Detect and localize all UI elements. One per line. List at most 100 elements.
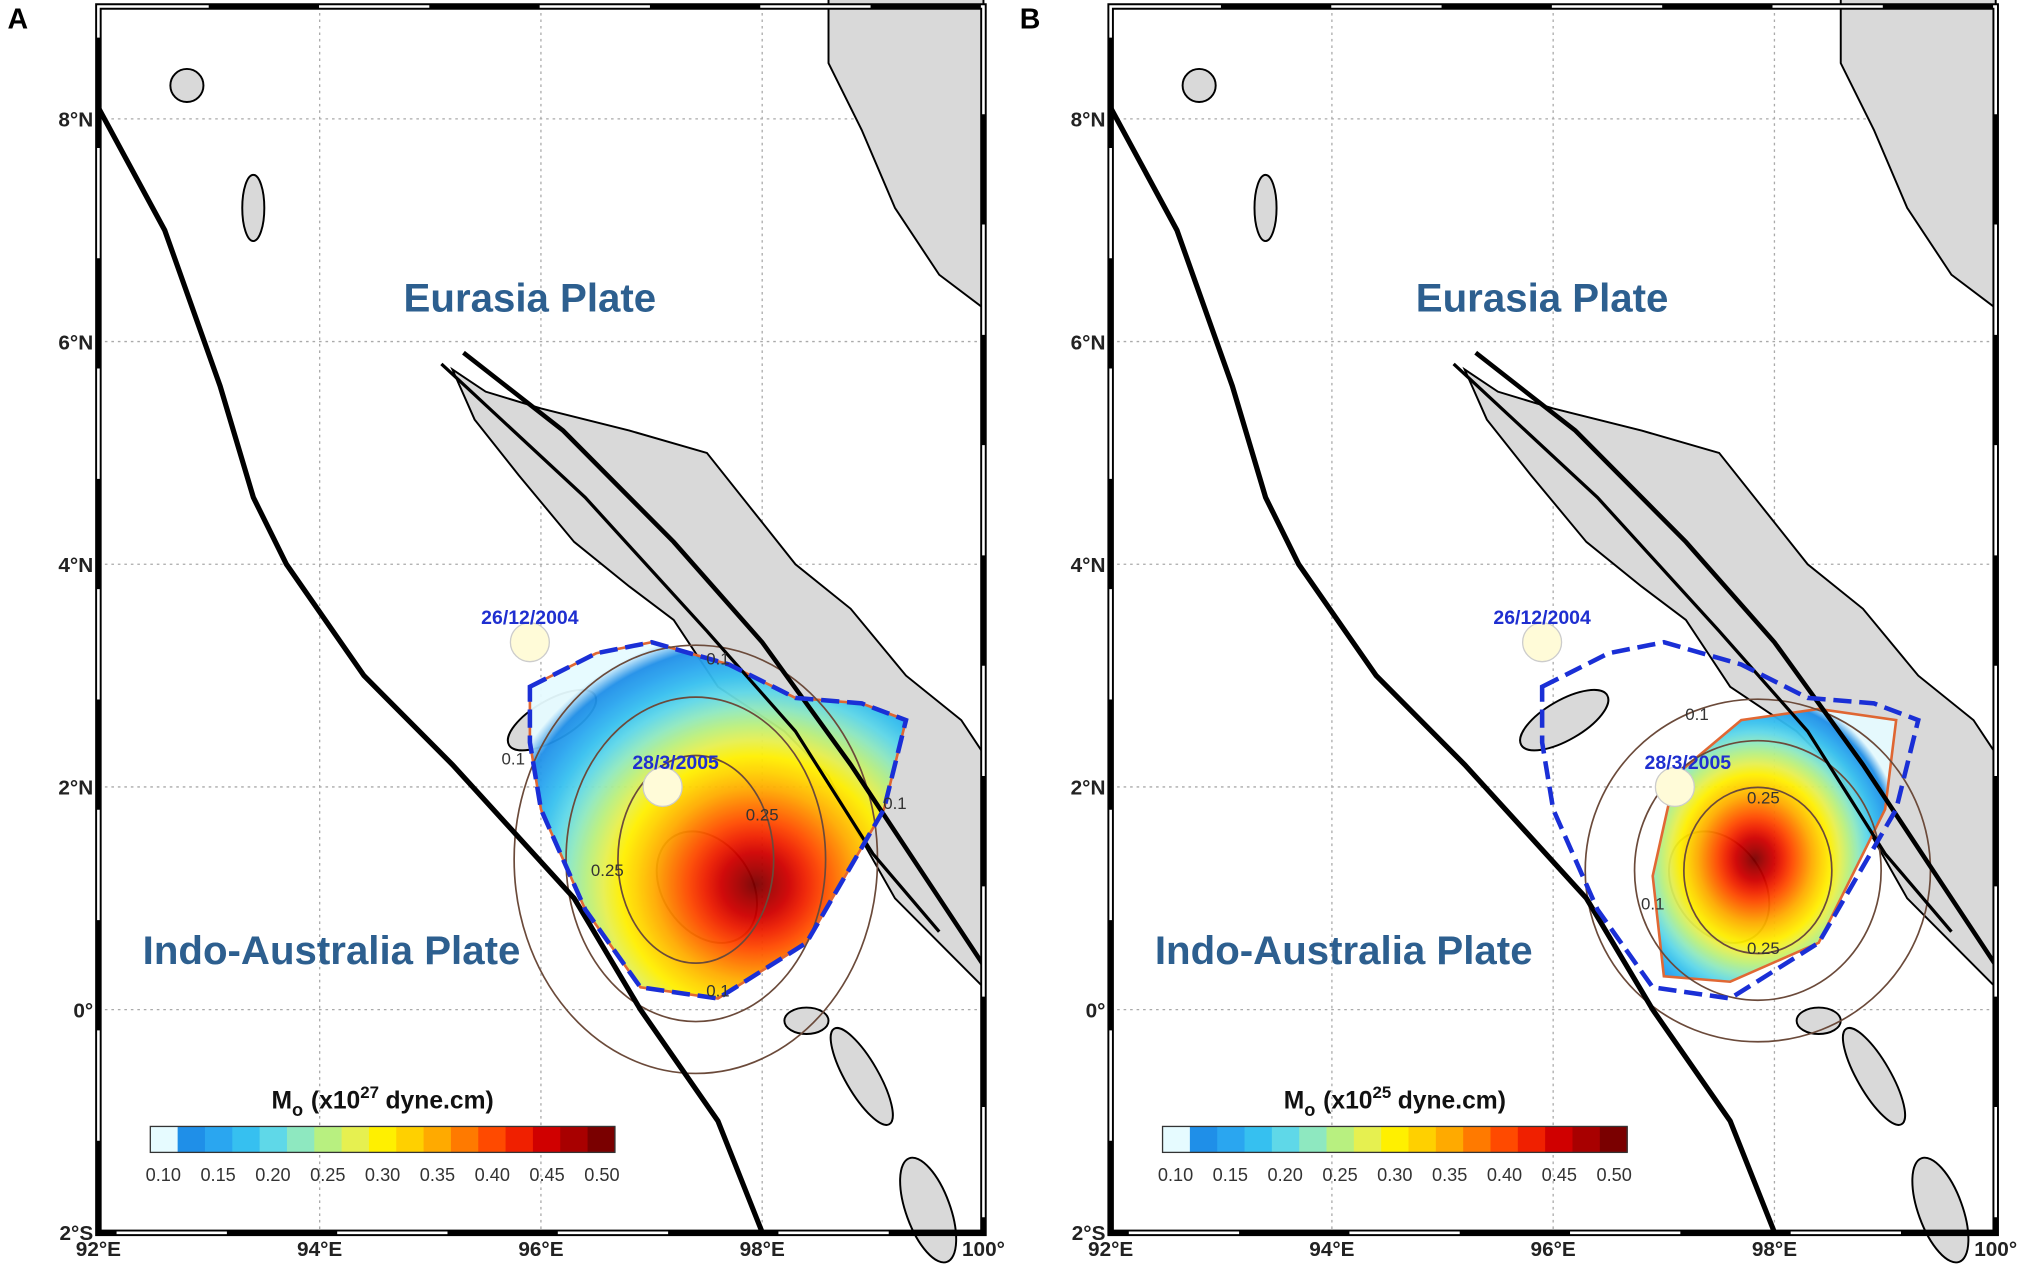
colorbar-swatch <box>1271 1126 1300 1153</box>
plate-label: Eurasia Plate <box>1416 275 1669 320</box>
colorbar-swatch <box>1189 1126 1218 1153</box>
frame-inner <box>97 5 985 1235</box>
colorbar-swatch <box>1545 1126 1574 1153</box>
colorbar-swatch <box>560 1126 589 1153</box>
contour <box>565 696 827 1023</box>
panel-label: A <box>8 4 29 36</box>
colorbar-tick: 0.15 <box>200 1165 235 1185</box>
colorbar-swatch <box>232 1126 261 1153</box>
fault <box>1474 350 1998 967</box>
lat-label: 8°N <box>58 109 93 132</box>
lon-label: 92°E <box>1088 1238 1133 1261</box>
lon-label: 96°E <box>518 1238 563 1261</box>
epicenter <box>1654 766 1695 808</box>
lat-label: 4°N <box>58 554 93 577</box>
island <box>169 67 205 103</box>
colorbar-title: Mo (x1025 dyne.cm) <box>1284 1083 1506 1120</box>
colorbar-tick: 0.40 <box>475 1165 510 1185</box>
contour-label: 0.25 <box>591 861 624 880</box>
lat-label: 2°N <box>1071 777 1106 800</box>
contour-label: 0.1 <box>883 794 906 813</box>
contour-label: 0.25 <box>746 805 779 824</box>
title-sup: 27 <box>360 1083 379 1102</box>
colorbar-swatch <box>286 1126 315 1153</box>
lon-label: 100° <box>1974 1238 2017 1261</box>
contour <box>1683 786 1833 955</box>
colorbar-title: Mo (x1027 dyne.cm) <box>272 1083 494 1120</box>
colorbar-tick: 0.45 <box>529 1165 564 1185</box>
lat-label: 8°N <box>1071 109 1106 132</box>
contour-label: 0.25 <box>1747 789 1780 808</box>
colorbar-swatch <box>423 1126 452 1153</box>
island <box>1841 1027 1907 1126</box>
colorbar-swatch <box>1326 1126 1355 1153</box>
title-part: (x10 <box>1323 1087 1372 1114</box>
island <box>1181 67 1217 103</box>
colorbar-tick: 0.35 <box>1432 1165 1467 1185</box>
map-panel: 0.1 0.25 0.25 0.1 0.1 0.1 26/12/2004 28/3/2005 E… <box>8 0 1005 1264</box>
date-label: 26/12/2004 <box>1493 607 1591 629</box>
colorbar-swatch <box>1408 1126 1437 1153</box>
island <box>1911 1156 1970 1264</box>
study-area <box>527 639 909 1001</box>
colorbar-swatch <box>259 1126 288 1153</box>
colorbar-swatch <box>1435 1126 1464 1153</box>
colorbar-swatch <box>1162 1126 1191 1153</box>
colorbar-frame <box>1161 1125 1628 1154</box>
contour <box>617 754 775 964</box>
colorbar-swatch <box>1599 1126 1628 1153</box>
land <box>1462 366 1997 990</box>
colorbar-swatch <box>314 1126 343 1153</box>
colorbar-swatch <box>1517 1126 1546 1153</box>
colorbar-swatch <box>177 1126 206 1153</box>
colorbar-swatch <box>368 1126 397 1153</box>
colorbar-tick: 0.25 <box>1322 1165 1357 1185</box>
contour-label: 0.1 <box>502 750 525 769</box>
colorbar-swatch <box>204 1126 233 1153</box>
island <box>1253 173 1278 243</box>
trench <box>1108 106 1777 1234</box>
island <box>241 173 266 243</box>
colorbar-tick: 0.40 <box>1487 1165 1522 1185</box>
colorbar-tick: 0.25 <box>310 1165 345 1185</box>
title-sub: o <box>1304 1100 1315 1120</box>
colorbar-frame <box>149 1125 616 1154</box>
trench <box>96 106 765 1234</box>
colorbar-tick: 0.35 <box>420 1165 455 1185</box>
lat-label: 0° <box>73 999 93 1022</box>
epicenter <box>509 622 550 663</box>
panel-label: B <box>1020 4 1041 36</box>
colorbar-swatch <box>478 1126 507 1153</box>
title-part: dyne.cm) <box>1398 1087 1506 1114</box>
lon-label: 98°E <box>740 1238 785 1261</box>
lat-label: 2°N <box>58 777 93 800</box>
colorbar-swatch <box>587 1126 616 1153</box>
island <box>1519 688 1610 752</box>
lat-label: 4°N <box>1071 554 1106 577</box>
colorbar-tick: 0.20 <box>255 1165 290 1185</box>
colorbar-tick: 0.10 <box>146 1165 181 1185</box>
contour-label: 0.1 <box>706 981 729 1000</box>
colorbar-swatch <box>1490 1126 1519 1153</box>
lat-label: 6°N <box>1071 331 1106 354</box>
contour <box>1633 739 1882 1002</box>
plate-label: Eurasia Plate <box>404 275 657 320</box>
date-label: 28/3/2005 <box>1645 752 1732 774</box>
lat-label: 2°S <box>1072 1222 1106 1245</box>
contour-label: 0.25 <box>1747 939 1780 958</box>
colorbar-tick: 0.15 <box>1213 1165 1248 1185</box>
colorbar-tick: 0.50 <box>584 1165 619 1185</box>
colorbar-swatch <box>150 1126 179 1153</box>
title-sub: o <box>292 1100 303 1120</box>
title-part: M <box>1284 1087 1305 1114</box>
lon-label: 94°E <box>1309 1238 1354 1261</box>
title-part: (x10 <box>311 1087 360 1114</box>
colorbar-tick: 0.30 <box>1377 1165 1412 1185</box>
colorbar-tick: 0.30 <box>365 1165 400 1185</box>
colorbar-swatch <box>1353 1126 1382 1153</box>
colorbar-swatch <box>1244 1126 1273 1153</box>
epicenter <box>1521 622 1563 663</box>
map-panel: 0.1 0.25 0.25 0.1 26/12/2004 28/3/2005 Eurasia… <box>1020 0 2017 1264</box>
colorbar-tick: 0.20 <box>1268 1165 1303 1185</box>
